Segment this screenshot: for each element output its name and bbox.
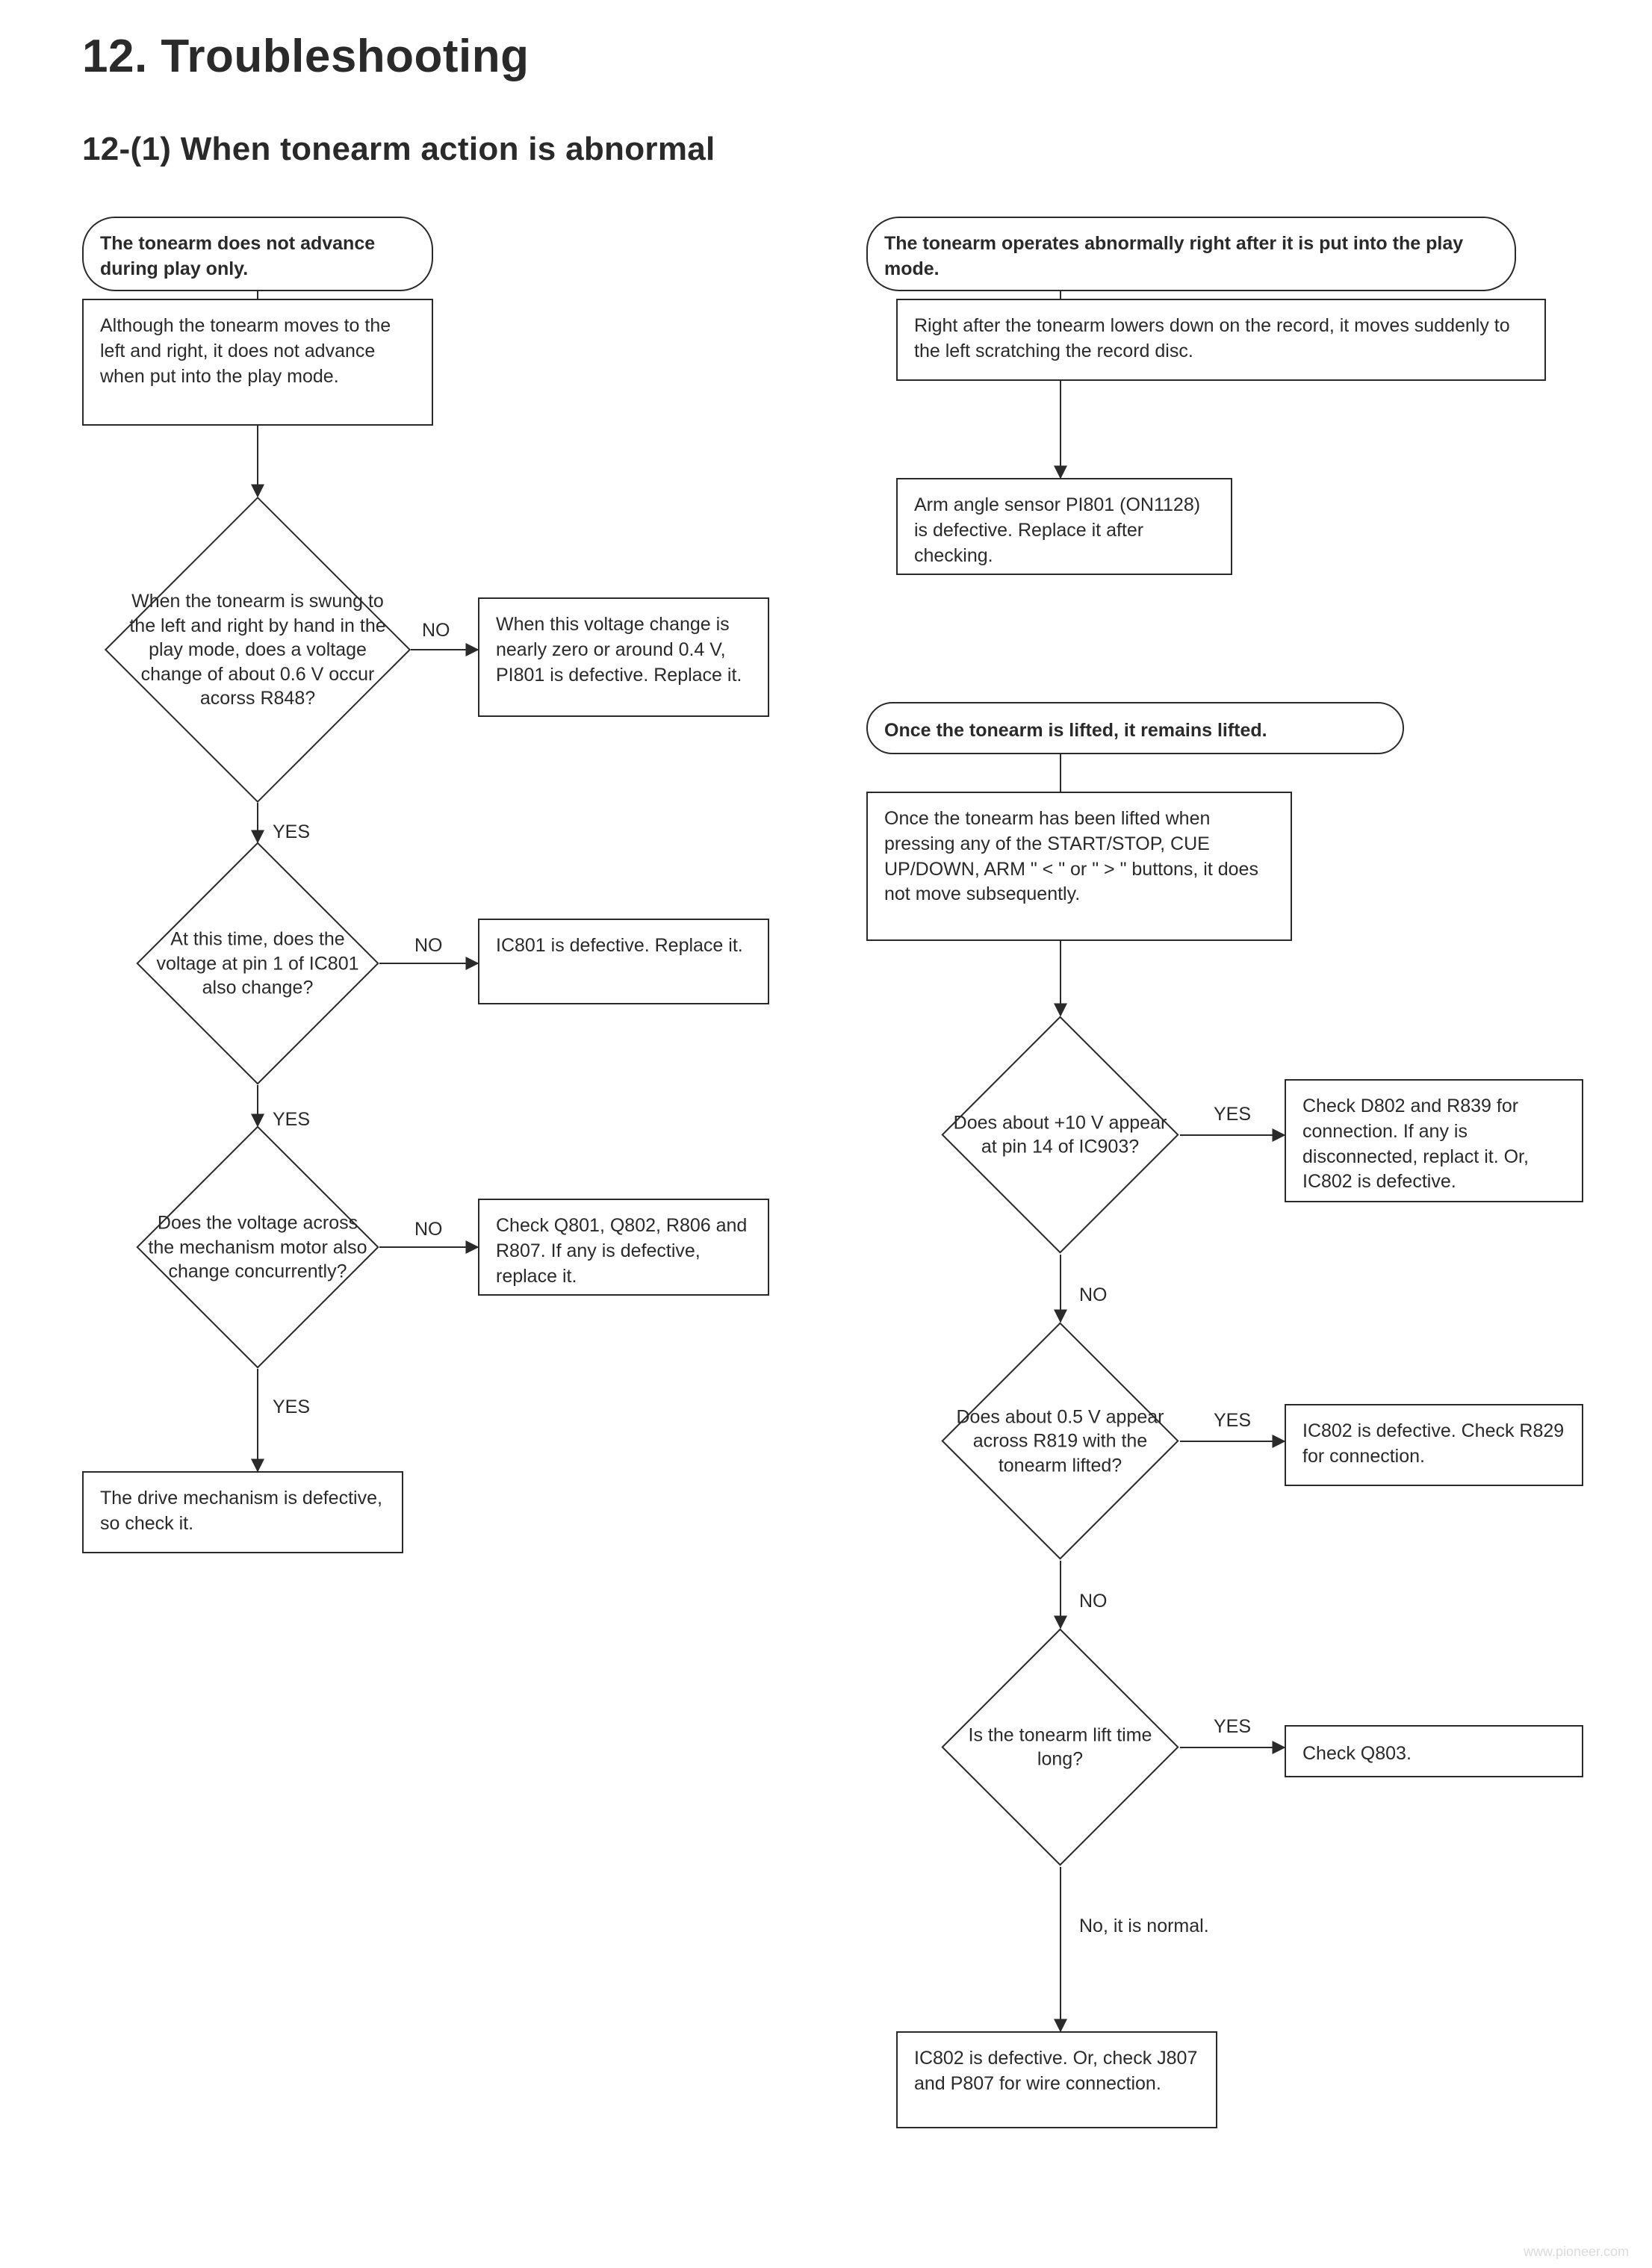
- rbot-q1-no-label: NO: [1079, 1284, 1108, 1306]
- rbot-desc-rect: Once the tonearm has been lifted when pr…: [866, 792, 1292, 941]
- left-q2-yes-label: YES: [273, 1109, 310, 1131]
- left-title-pill: The tonearm does not advance during play…: [82, 217, 433, 291]
- left-q3-no-label: NO: [414, 1219, 443, 1240]
- left-q1-yes-label: YES: [273, 821, 310, 843]
- page-root: 12. Troubleshooting 12-(1) When tonearm …: [0, 0, 1652, 2268]
- rbot-q3-label: Is the tonearm lift time long?: [951, 1723, 1170, 1771]
- left-q1-label: When the tonearm is swung to the left an…: [117, 589, 399, 711]
- left-q3-yes-label: YES: [273, 1396, 310, 1418]
- watermark-text: www.pioneer.com: [1524, 2244, 1629, 2260]
- rbot-q2-label: Does about 0.5 V appear across R819 with…: [951, 1405, 1170, 1478]
- rbot-q2-no-label: NO: [1079, 1591, 1108, 1612]
- rbot-q3-yes-label: YES: [1214, 1716, 1251, 1738]
- rbot-q1-yes-label: YES: [1214, 1104, 1251, 1125]
- rbot-q2-diamond: Does about 0.5 V appear across R819 with…: [976, 1357, 1144, 1525]
- rbot-q2-yes-label: YES: [1214, 1410, 1251, 1432]
- left-end-rect: The drive mechanism is defective, so che…: [82, 1471, 403, 1553]
- rbot-q1-diamond: Does about +10 V appear at pin 14 of IC9…: [976, 1051, 1144, 1219]
- rbot-q1-yes-rect: Check D802 and R839 for connection. If a…: [1285, 1079, 1583, 1202]
- left-q1-no-rect: When this voltage change is nearly zero …: [478, 597, 769, 717]
- rbot-q2-yes-rect: IC802 is defective. Check R829 for conne…: [1285, 1404, 1583, 1486]
- heading-main: 12. Troubleshooting: [82, 30, 530, 83]
- rbot-q1-label: Does about +10 V appear at pin 14 of IC9…: [951, 1110, 1170, 1159]
- left-q3-label: Does the voltage across the mechanism mo…: [146, 1211, 370, 1284]
- rbot-end-rect: IC802 is defective. Or, check J807 and P…: [896, 2031, 1217, 2128]
- left-q1-no-label: NO: [422, 620, 450, 641]
- left-q3-no-rect: Check Q801, Q802, R806 and R807. If any …: [478, 1199, 769, 1296]
- left-q3-diamond: Does the voltage across the mechanism mo…: [172, 1161, 344, 1333]
- left-desc-rect: Although the tonearm moves to the left a…: [82, 299, 433, 426]
- rtop-desc-rect: Right after the tonearm lowers down on t…: [896, 299, 1546, 381]
- left-q2-no-label: NO: [414, 935, 443, 957]
- rbot-title-pill: Once the tonearm is lifted, it remains l…: [866, 702, 1404, 754]
- rbot-q3-diamond: Is the tonearm lift time long?: [976, 1663, 1144, 1831]
- heading-sub: 12-(1) When tonearm action is abnormal: [82, 131, 715, 168]
- rbot-q3-yes-rect: Check Q803.: [1285, 1725, 1583, 1777]
- left-q2-diamond: At this time, does the voltage at pin 1 …: [172, 877, 344, 1049]
- rtop-title-pill: The tonearm operates abnormally right af…: [866, 217, 1516, 291]
- left-q2-label: At this time, does the voltage at pin 1 …: [146, 927, 370, 1000]
- rtop-fix-rect: Arm angle sensor PI801 (ON1128) is defec…: [896, 478, 1232, 575]
- rbot-q3-no-label: No, it is normal.: [1079, 1916, 1209, 1937]
- left-q2-no-rect: IC801 is defective. Replace it.: [478, 919, 769, 1004]
- left-q1-diamond: When the tonearm is swung to the left an…: [149, 541, 366, 758]
